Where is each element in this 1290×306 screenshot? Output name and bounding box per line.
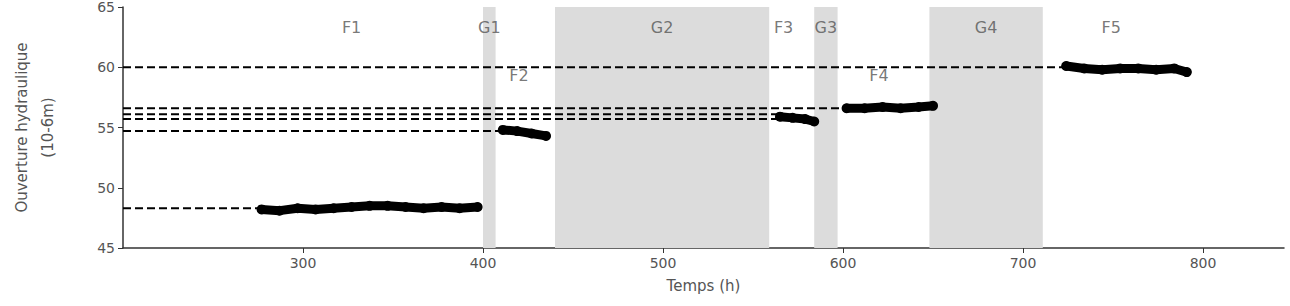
svg-text:(10-6m): (10-6m) xyxy=(39,97,57,157)
svg-text:400: 400 xyxy=(470,255,497,271)
svg-text:65: 65 xyxy=(97,0,115,15)
svg-text:Ouverture hydraulique: Ouverture hydraulique xyxy=(13,42,31,212)
svg-text:G4: G4 xyxy=(975,18,998,37)
svg-text:50: 50 xyxy=(97,180,115,196)
svg-text:F5: F5 xyxy=(1102,18,1121,37)
svg-text:G2: G2 xyxy=(651,18,674,37)
svg-text:F4: F4 xyxy=(869,66,888,85)
svg-text:Temps (h): Temps (h) xyxy=(666,277,741,295)
svg-text:500: 500 xyxy=(650,255,677,271)
svg-text:F3: F3 xyxy=(774,18,793,37)
svg-text:600: 600 xyxy=(830,255,857,271)
svg-text:300: 300 xyxy=(290,255,317,271)
svg-text:F1: F1 xyxy=(342,18,361,37)
svg-text:F2: F2 xyxy=(509,66,528,85)
svg-text:55: 55 xyxy=(97,120,115,136)
svg-text:45: 45 xyxy=(97,240,115,256)
svg-text:60: 60 xyxy=(97,59,115,75)
svg-text:G1: G1 xyxy=(478,18,501,37)
svg-text:G3: G3 xyxy=(815,18,838,37)
svg-text:700: 700 xyxy=(1010,255,1037,271)
svg-text:800: 800 xyxy=(1190,255,1217,271)
